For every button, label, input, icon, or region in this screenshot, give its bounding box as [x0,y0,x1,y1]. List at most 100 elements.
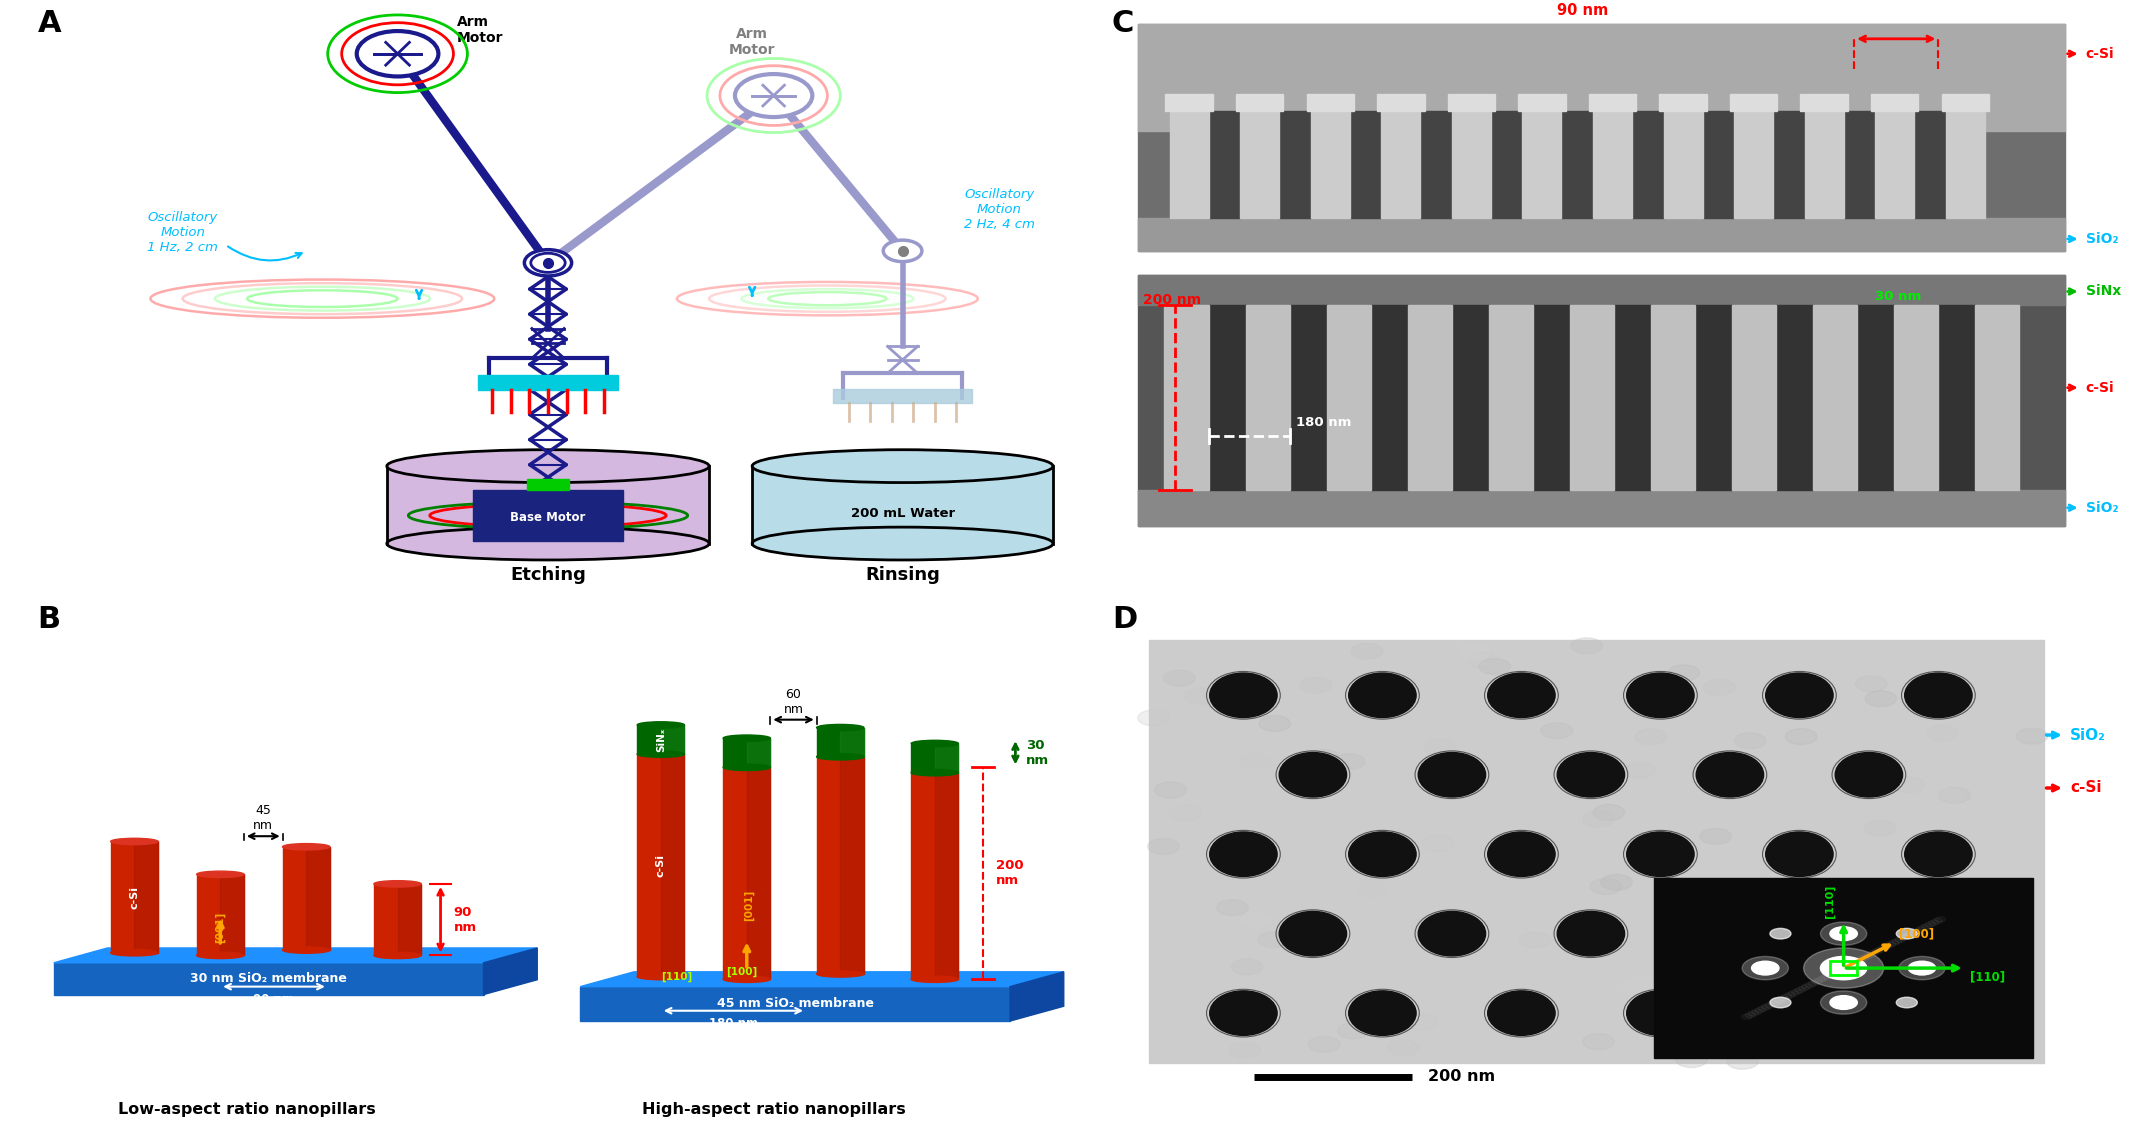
Circle shape [1154,782,1186,798]
Circle shape [357,32,438,77]
Polygon shape [662,754,683,977]
Circle shape [1468,653,1500,668]
Bar [1777,304,1814,490]
Circle shape [524,250,572,276]
Circle shape [1945,953,1977,970]
Bar [1240,110,1279,218]
Text: [110]: [110] [1825,885,1835,917]
Bar [1571,304,1614,490]
Bar [1139,24,2065,132]
Ellipse shape [1558,912,1625,956]
Bar [1941,94,1990,110]
Circle shape [1855,676,1887,692]
Bar [1139,218,2065,251]
Circle shape [1711,982,1743,997]
Circle shape [1820,991,1867,1014]
Circle shape [1148,838,1180,854]
Bar [374,884,421,956]
Text: 90 nm: 90 nm [1558,3,1610,18]
Circle shape [1592,805,1625,820]
Bar [1730,94,1777,110]
Text: 20 mL KOH: 20 mL KOH [507,507,589,521]
Circle shape [1590,879,1622,895]
Bar [54,962,484,995]
Circle shape [1668,665,1700,681]
Circle shape [1259,716,1292,731]
Text: SiNx: SiNx [2087,284,2121,299]
Circle shape [1676,1051,1706,1067]
Text: 200
nm: 200 nm [995,859,1023,887]
Polygon shape [840,728,864,756]
Circle shape [1582,811,1614,827]
Circle shape [1257,932,1289,948]
Ellipse shape [284,844,331,850]
Bar [1945,110,1986,218]
Text: 200 mL Water: 200 mL Water [851,507,954,521]
Bar [1734,110,1773,218]
Ellipse shape [374,952,421,959]
Circle shape [1919,947,1949,962]
Circle shape [1893,777,1926,792]
Bar [1975,304,2020,490]
Text: 180 nm: 180 nm [709,1017,759,1030]
Bar [1208,110,1240,218]
Circle shape [1820,922,1867,946]
Circle shape [1231,959,1264,975]
Polygon shape [133,842,159,952]
Bar [817,756,864,974]
Circle shape [1240,913,1272,929]
Circle shape [1137,710,1169,726]
Bar [387,467,709,543]
Circle shape [1438,1008,1470,1023]
Bar [1631,110,1663,218]
Circle shape [531,254,565,273]
Circle shape [1726,1054,1758,1070]
Ellipse shape [374,880,421,887]
Bar [1165,94,1212,110]
Bar [473,490,623,541]
Bar [1773,110,1805,218]
Ellipse shape [1350,673,1416,718]
Circle shape [1277,662,1309,677]
Bar [1696,304,1732,490]
Circle shape [1865,820,1895,836]
Ellipse shape [1279,912,1347,956]
Circle shape [1453,937,1483,952]
Text: SiO₂: SiO₂ [2087,232,2119,246]
Bar [1208,304,1246,490]
Ellipse shape [284,947,331,953]
Bar [1893,304,1938,490]
Ellipse shape [1487,673,1556,718]
Bar [1382,110,1420,218]
Bar [1307,94,1354,110]
Text: 90
nm: 90 nm [453,906,477,933]
Circle shape [1519,932,1552,948]
Bar [1448,94,1496,110]
Bar [1562,110,1592,218]
Text: 45
nm: 45 nm [254,804,273,832]
Bar [1378,94,1425,110]
Text: 30
nm: 30 nm [1027,739,1049,766]
Bar [1139,275,2065,525]
Bar [1831,961,1857,975]
Ellipse shape [1766,991,1833,1036]
Bar [1655,878,2033,1058]
Circle shape [1668,990,1700,1005]
Text: c-Si: c-Si [655,854,666,877]
Bar [1148,640,2044,1064]
Circle shape [1350,1017,1382,1032]
Text: 200 nm: 200 nm [1427,1070,1496,1084]
Bar [1844,110,1876,218]
Polygon shape [935,744,958,773]
Circle shape [1766,1047,1799,1063]
Bar [1139,24,2065,251]
Circle shape [1743,957,1788,979]
Text: High-aspect ratio nanopillars: High-aspect ratio nanopillars [643,1102,905,1118]
Circle shape [1307,749,1339,765]
Bar [1491,110,1521,218]
Ellipse shape [1627,832,1693,877]
Bar [1489,304,1532,490]
Text: 30 nm SiO₂ membrane: 30 nm SiO₂ membrane [191,973,346,985]
Circle shape [1446,748,1476,764]
Ellipse shape [636,751,683,757]
